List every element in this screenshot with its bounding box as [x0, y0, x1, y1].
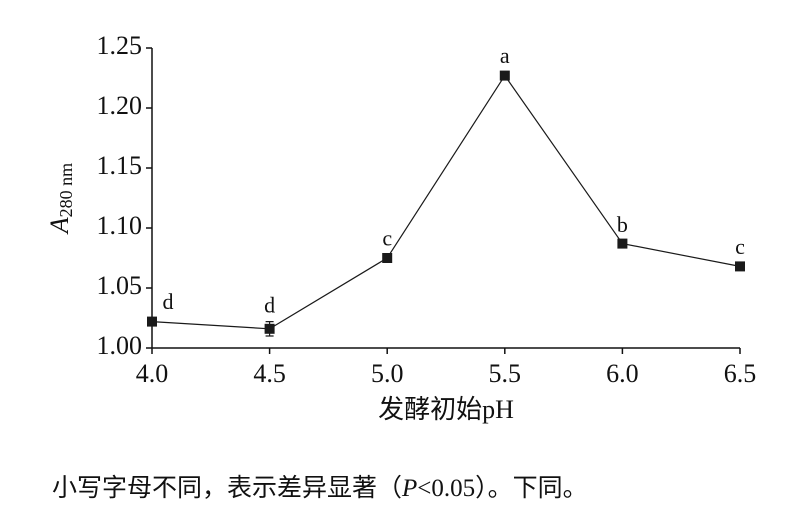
x-tick-label: 4.5: [253, 359, 286, 388]
y-tick-label: 1.10: [97, 211, 143, 240]
x-tick-label: 6.0: [606, 359, 639, 388]
significance-letter: c: [735, 234, 745, 259]
y-axis-title-main: A: [45, 217, 74, 235]
caption-part: 小写字母不同，表示差异显著（: [52, 474, 402, 502]
significance-letter: d: [264, 293, 275, 318]
caption-part: P: [401, 475, 417, 502]
marker: [382, 253, 393, 263]
y-tick-label: 1.00: [97, 331, 143, 360]
caption: 小写字母不同，表示差异显著（P<0.05）。下同。: [52, 474, 588, 502]
marker: [499, 70, 510, 81]
marker: [617, 238, 628, 249]
significance-letter: d: [163, 289, 174, 314]
y-axis-title-sub: 280 nm: [56, 163, 76, 218]
y-tick-label: 1.15: [97, 151, 143, 180]
x-axis-title: 发酵初始pH: [378, 395, 514, 424]
y-tick-label: 1.20: [97, 91, 143, 120]
marker: [735, 261, 745, 272]
significance-letter: c: [382, 225, 392, 250]
marker: [147, 316, 157, 327]
x-tick-label: 5.5: [489, 359, 522, 388]
x-tick-label: 6.5: [724, 359, 757, 388]
significance-letter: a: [500, 43, 510, 68]
data-line: [151, 74, 741, 330]
x-tick-label: 5.0: [371, 359, 404, 388]
y-tick-label: 1.25: [97, 31, 143, 60]
y-tick-label: 1.05: [97, 271, 143, 300]
caption-part: <0.05）。下同。: [417, 474, 587, 502]
x-tick-label: 4.0: [136, 359, 169, 388]
marker: [264, 323, 275, 334]
significance-letter: b: [617, 212, 628, 237]
y-axis-title: A280 nm: [45, 163, 76, 235]
